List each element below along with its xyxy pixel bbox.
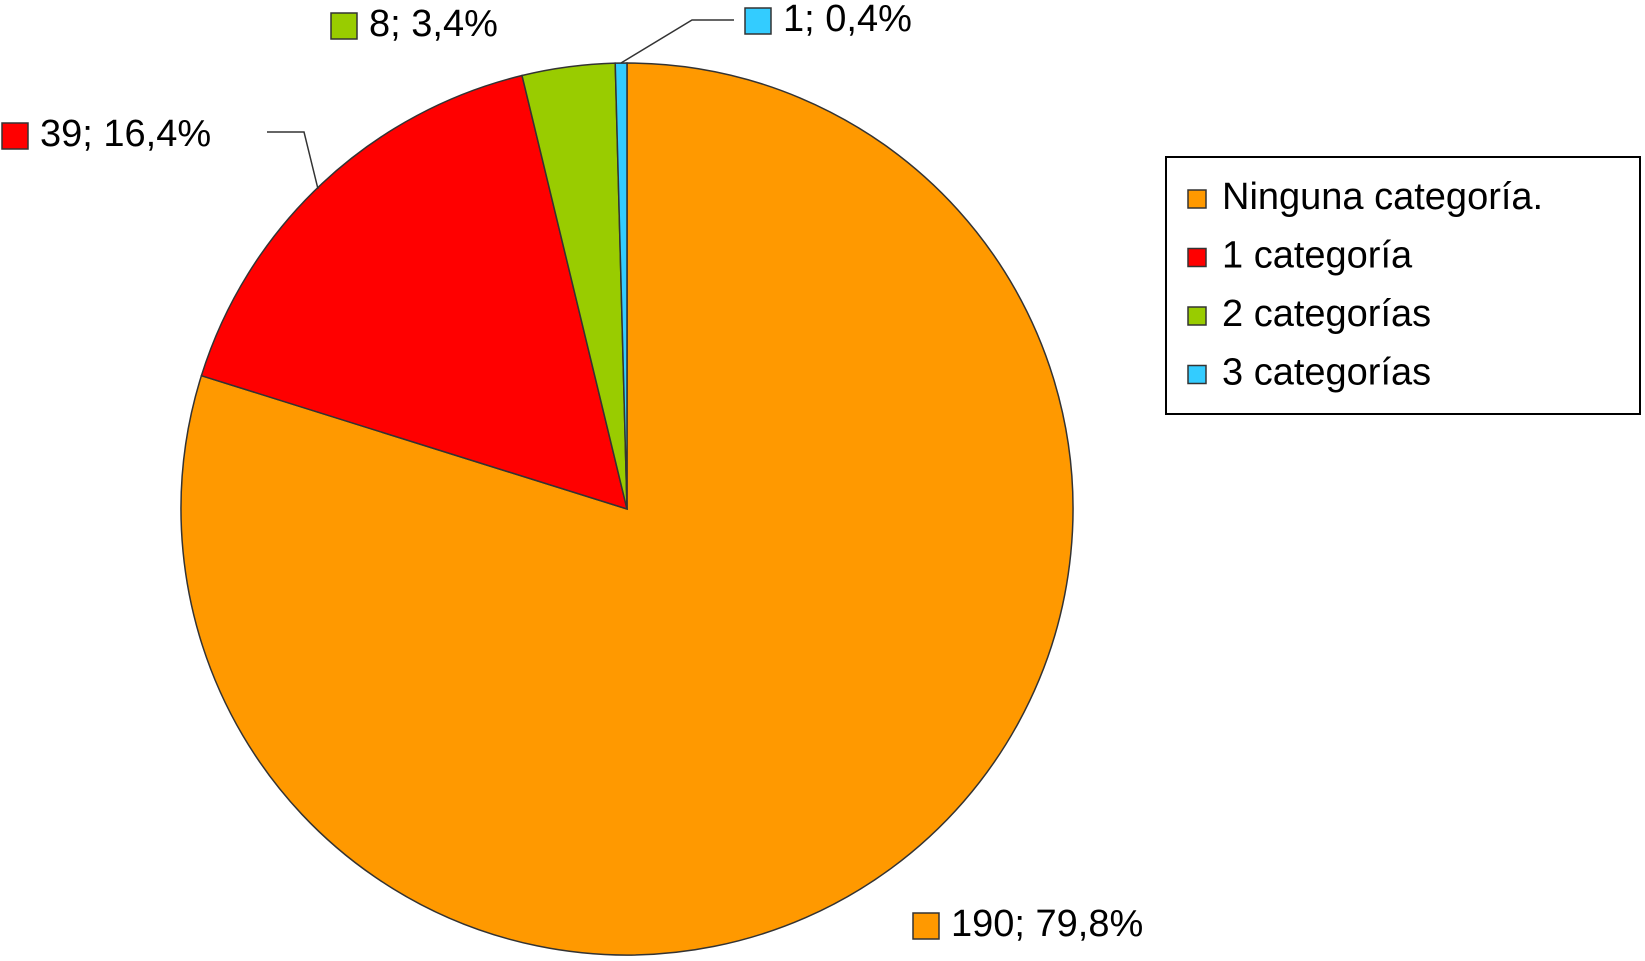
legend-label: 2 categorías xyxy=(1222,293,1431,335)
pie-slice xyxy=(200,74,629,511)
legend-label: 1 categoría xyxy=(1222,235,1413,277)
label-swatch xyxy=(744,7,772,35)
legend-box xyxy=(1165,156,1641,415)
data-label: 190; 79,8% xyxy=(951,903,1143,945)
label-swatch xyxy=(330,12,358,40)
data-label: 39; 16,4% xyxy=(40,113,211,155)
data-label: 1; 0,4% xyxy=(783,0,912,40)
legend-swatch xyxy=(1187,306,1207,326)
legend-swatch xyxy=(1187,189,1207,209)
label-swatch xyxy=(1,122,29,150)
leader-line xyxy=(620,19,734,64)
legend-label: Ninguna categoría. xyxy=(1222,176,1543,218)
label-swatch xyxy=(912,912,940,940)
legend: Ninguna categoría. 1 categoría 2 categoría… xyxy=(1165,156,1641,415)
data-label: 8; 3,4% xyxy=(369,3,498,45)
leader-line xyxy=(267,131,319,190)
legend-swatch xyxy=(1187,247,1207,268)
legend-label: 3 categorías xyxy=(1222,352,1431,394)
legend-swatch xyxy=(1187,364,1207,385)
